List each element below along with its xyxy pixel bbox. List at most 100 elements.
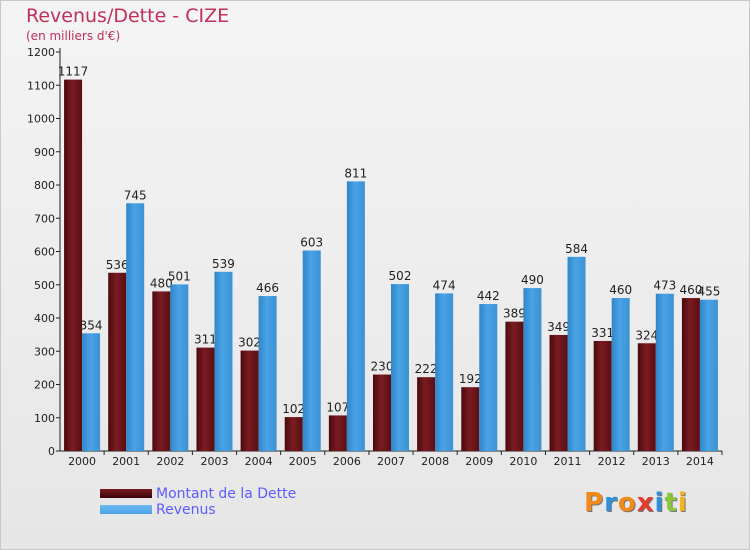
logo-letter: o xyxy=(617,488,637,518)
x-tick-label: 2006 xyxy=(333,455,361,468)
data-label-revenus: 584 xyxy=(565,242,588,256)
x-tick-label: 2000 xyxy=(68,455,96,468)
data-label-dette: 311 xyxy=(194,333,217,347)
data-label-revenus: 501 xyxy=(168,269,191,283)
data-label-revenus: 354 xyxy=(80,318,103,332)
x-tick-label: 2012 xyxy=(598,455,626,468)
data-label-revenus: 473 xyxy=(653,279,676,293)
y-tick-label: 0 xyxy=(48,445,55,458)
chart-title: Revenus/Dette - CIZE xyxy=(26,5,230,27)
data-label-revenus: 745 xyxy=(124,188,147,202)
bar-dette xyxy=(152,291,171,451)
y-tick-label: 400 xyxy=(34,312,55,325)
logo-letter: x xyxy=(636,488,655,518)
legend-label-dette: Montant de la Dette xyxy=(156,486,297,502)
data-label-dette: 324 xyxy=(635,328,658,342)
data-label-dette: 480 xyxy=(150,276,173,290)
x-tick-label: 2007 xyxy=(377,455,405,468)
logo-letter: r xyxy=(604,488,618,518)
y-tick-label: 500 xyxy=(34,279,55,292)
bar-revenus xyxy=(126,203,145,451)
bar-revenus xyxy=(214,271,233,451)
y-tick-label: 700 xyxy=(34,212,55,225)
data-label-dette: 107 xyxy=(326,400,349,414)
bar-dette xyxy=(549,334,568,451)
y-tick-label: 300 xyxy=(34,345,55,358)
data-label-revenus: 811 xyxy=(344,166,367,180)
data-label-revenus: 474 xyxy=(433,278,456,292)
y-tick-label: 900 xyxy=(34,146,55,159)
data-label-revenus: 442 xyxy=(477,289,500,303)
x-tick-label: 2010 xyxy=(509,455,537,468)
x-tick-label: 2013 xyxy=(642,455,670,468)
data-label-revenus: 466 xyxy=(256,281,279,295)
bar-revenus xyxy=(655,293,674,451)
bar-revenus xyxy=(611,298,630,451)
y-tick-label: 1100 xyxy=(27,79,55,92)
bar-revenus xyxy=(170,284,189,451)
x-tick-label: 2008 xyxy=(421,455,449,468)
data-label-revenus: 455 xyxy=(697,285,720,299)
x-tick-label: 2003 xyxy=(200,455,228,468)
bar-revenus xyxy=(699,299,718,451)
bar-dette xyxy=(196,347,215,451)
data-label-dette: 222 xyxy=(415,362,438,376)
data-label-dette: 331 xyxy=(591,326,614,340)
bar-revenus xyxy=(479,304,498,451)
x-tick-label: 2004 xyxy=(245,455,273,468)
data-label-dette: 536 xyxy=(106,258,129,272)
data-label-dette: 230 xyxy=(371,360,394,374)
x-tick-label: 2009 xyxy=(465,455,493,468)
proxiti-logo: Proxiti xyxy=(584,488,688,518)
legend-label-revenus: Revenus xyxy=(156,502,216,518)
bar-revenus xyxy=(391,284,409,451)
legend-swatch-revenus xyxy=(100,505,152,514)
bar-dette xyxy=(328,415,347,451)
data-label-dette: 1117 xyxy=(58,65,89,79)
data-label-revenus: 603 xyxy=(300,236,323,250)
data-label-revenus: 460 xyxy=(609,283,632,297)
data-label-dette: 102 xyxy=(282,402,305,416)
x-tick-label: 2005 xyxy=(289,455,317,468)
bar-dette xyxy=(637,343,656,451)
bar-dette xyxy=(461,387,480,451)
bar-revenus xyxy=(523,288,542,451)
data-label-revenus: 502 xyxy=(389,269,412,283)
y-tick-label: 800 xyxy=(34,179,55,192)
bar-revenus xyxy=(82,333,101,451)
x-tick-label: 2002 xyxy=(156,455,184,468)
bar-dette xyxy=(417,377,436,451)
y-tick-label: 1000 xyxy=(27,113,55,126)
bar-dette xyxy=(240,350,259,451)
bar-dette xyxy=(593,340,612,451)
bar-revenus xyxy=(346,181,365,451)
logo-letter: P xyxy=(584,488,605,518)
y-tick-label: 200 xyxy=(34,379,55,392)
bar-dette xyxy=(505,321,524,451)
x-tick-label: 2011 xyxy=(554,455,582,468)
data-label-dette: 349 xyxy=(547,320,570,334)
bar-revenus xyxy=(567,256,586,451)
bar-dette xyxy=(284,417,303,451)
bar-revenus xyxy=(258,296,277,451)
logo-letter: i xyxy=(654,488,665,518)
logo-letter: t xyxy=(664,488,678,518)
y-tick-label: 1200 xyxy=(27,46,55,59)
y-tick-label: 600 xyxy=(34,246,55,259)
data-label-revenus: 539 xyxy=(212,257,235,271)
bar-revenus xyxy=(435,293,454,451)
bar-dette xyxy=(64,79,83,451)
bar-dette xyxy=(108,272,127,451)
data-label-dette: 460 xyxy=(679,283,702,297)
x-tick-label: 2001 xyxy=(112,455,140,468)
y-tick-label: 100 xyxy=(34,412,55,425)
data-label-dette: 389 xyxy=(503,307,526,321)
bar-dette xyxy=(681,298,700,451)
data-label-revenus: 490 xyxy=(521,273,544,287)
logo-letter: i xyxy=(677,488,688,518)
legend-swatch-dette xyxy=(100,489,152,498)
data-label-dette: 302 xyxy=(238,336,261,350)
bar-revenus xyxy=(302,250,321,451)
bar-dette xyxy=(373,374,391,451)
